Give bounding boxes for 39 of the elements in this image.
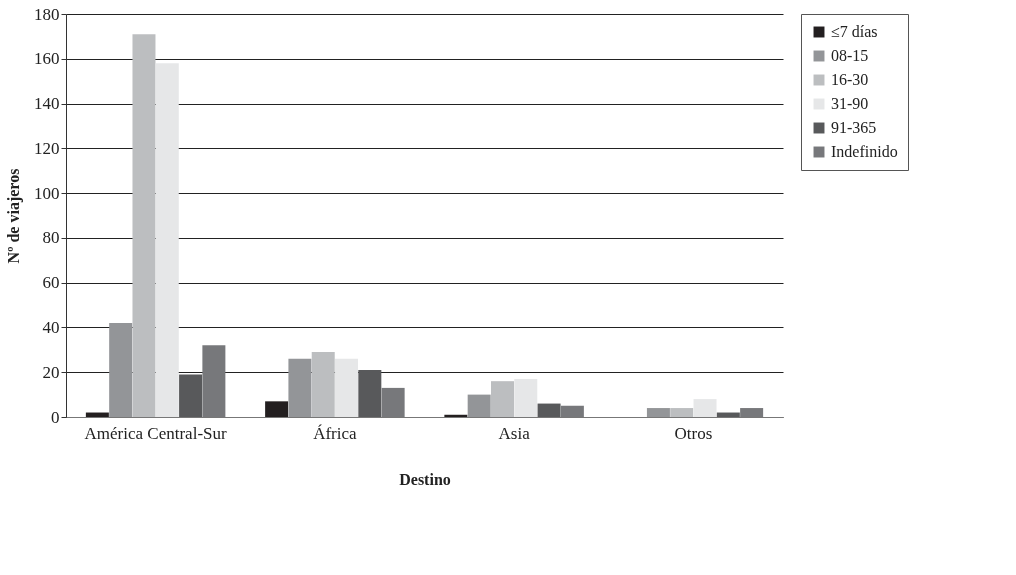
bar xyxy=(444,414,468,417)
legend-label: ≤7 días xyxy=(831,23,878,40)
y-tick-label: 100 xyxy=(34,183,60,203)
x-tick-label: Asia xyxy=(498,423,531,443)
y-tick-label: 80 xyxy=(42,228,60,248)
bar xyxy=(693,399,717,417)
bar xyxy=(109,322,133,417)
y-tick-label: 140 xyxy=(34,94,60,114)
bar xyxy=(311,352,335,417)
bar xyxy=(537,403,561,417)
bar xyxy=(179,374,203,417)
bar xyxy=(646,408,670,417)
bar xyxy=(335,358,359,417)
y-tick-label: 20 xyxy=(42,362,60,382)
y-tick-label: 180 xyxy=(34,4,60,24)
y-tick-label: 0 xyxy=(51,407,60,427)
bar xyxy=(514,378,538,417)
y-tick-label: 160 xyxy=(34,49,60,69)
y-tick-label: 120 xyxy=(34,138,60,158)
bar xyxy=(358,369,382,417)
bar xyxy=(467,394,491,417)
y-axis-title: Nº de viajeros xyxy=(5,168,23,264)
bar xyxy=(670,408,694,417)
x-axis-title: Destino xyxy=(399,470,451,488)
y-tick-label: 40 xyxy=(42,317,60,337)
x-tick-label: África xyxy=(313,423,358,443)
bar xyxy=(490,381,514,417)
y-tick-label: 60 xyxy=(42,273,60,293)
bar xyxy=(155,63,179,417)
bar xyxy=(288,358,312,417)
legend-label: 16-30 xyxy=(831,71,869,88)
legend-label: 31-90 xyxy=(831,95,869,112)
bar xyxy=(132,34,156,417)
x-tick-label: Otros xyxy=(674,423,713,443)
legend-label: Indefinido xyxy=(831,143,898,160)
legend-label: 91-365 xyxy=(831,119,877,136)
legend-label: 08-15 xyxy=(831,47,869,64)
x-tick-label: América Central-Sur xyxy=(84,423,227,443)
bar xyxy=(265,401,289,417)
